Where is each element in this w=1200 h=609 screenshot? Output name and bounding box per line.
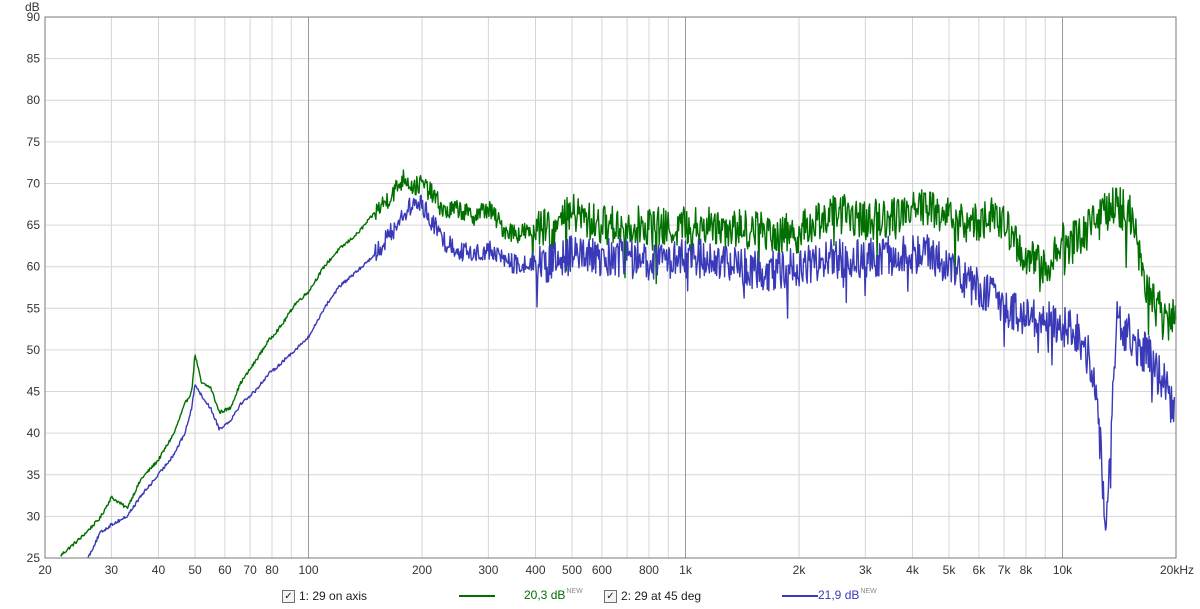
x-tick-label: 600 [592, 563, 612, 577]
x-tick-label: 100 [298, 563, 318, 577]
y-tick-label: 65 [27, 218, 41, 232]
series-1-label: 1: 29 on axis [299, 589, 368, 603]
x-tick-label: 50 [188, 563, 202, 577]
y-tick-label: 45 [27, 385, 41, 399]
y-tick-label: 85 [27, 52, 41, 66]
plot-background [45, 17, 1176, 558]
series-1-smoothing-value: 20,3 dB [524, 588, 566, 602]
y-tick-label: 90 [27, 10, 41, 24]
x-tick-label: 20 [38, 563, 52, 577]
y-tick-label: 40 [27, 426, 41, 440]
x-tick-label: 20kHz [1160, 563, 1194, 577]
series-1-smoothing: 20,3 dBNEW [524, 588, 583, 602]
x-tick-label: 40 [152, 563, 166, 577]
y-tick-label: 25 [27, 551, 41, 565]
series-2-smoothing-value: 21,9 dB [818, 588, 860, 602]
x-tick-label: 1k [679, 563, 693, 577]
x-tick-label: 400 [525, 563, 545, 577]
x-tick-label: 5k [943, 563, 957, 577]
y-tick-label: 55 [27, 301, 41, 315]
y-tick-label: 80 [27, 93, 41, 107]
x-tick-label: 200 [412, 563, 432, 577]
legend-item-series-1[interactable]: ✓ 1: 29 on axis [282, 586, 367, 606]
y-tick-label: 30 [27, 509, 41, 523]
series-2-smoothing: 21,9 dBNEW [818, 588, 877, 602]
x-tick-label: 2k [793, 563, 807, 577]
y-tick-label: 60 [27, 260, 41, 274]
series-1-new-badge: NEW [566, 588, 583, 595]
x-tick-label: 6k [973, 563, 987, 577]
series-2-label: 2: 29 at 45 deg [621, 589, 702, 603]
x-tick-label: 3k [859, 563, 873, 577]
x-tick-label: 7k [998, 563, 1012, 577]
x-tick-label: 60 [218, 563, 232, 577]
y-unit-label: dB [25, 0, 40, 14]
grid-lines [45, 17, 1176, 558]
y-tick-label: 35 [27, 468, 41, 482]
x-tick-label: 4k [906, 563, 920, 577]
x-tick-label: 10k [1053, 563, 1073, 577]
x-tick-label: 80 [265, 563, 279, 577]
legend: ✓ 1: 29 on axis 20,3 dBNEW ✓ 2: 29 at 45… [0, 586, 1200, 606]
y-tick-label: 50 [27, 343, 41, 357]
x-tick-label: 8k [1020, 563, 1034, 577]
series-line-1 [60, 169, 1177, 557]
y-tick-labels: 25 30 35 40 45 50 55 60 65 70 75 80 85 90 [27, 10, 41, 565]
series-1-line-swatch [459, 595, 495, 597]
x-tick-label: 800 [639, 563, 659, 577]
series-2-new-badge: NEW [860, 588, 877, 595]
x-tick-label: 70 [243, 563, 257, 577]
x-tick-label: 500 [562, 563, 582, 577]
series-layer [60, 169, 1177, 559]
plot-frame [44, 16, 1177, 559]
y-tick-label: 70 [27, 176, 41, 190]
series-2-checkbox[interactable]: ✓ [604, 589, 617, 603]
frequency-response-chart: 25 30 35 40 45 50 55 60 65 70 75 80 85 90 20 30 40 50 60 7… [25, 0, 1194, 577]
x-tick-label: 30 [105, 563, 119, 577]
legend-item-series-2[interactable]: ✓ 2: 29 at 45 deg [604, 586, 701, 606]
x-tick-labels: 20 30 40 50 60 70 80 100 200 300 400 500 600 800 1k 2k 3… [38, 563, 1194, 577]
series-1-checkbox[interactable]: ✓ [282, 589, 295, 603]
series-2-line-swatch [782, 595, 818, 597]
x-tick-label: 300 [478, 563, 498, 577]
series-line-2 [87, 194, 1176, 559]
y-tick-label: 75 [27, 135, 41, 149]
